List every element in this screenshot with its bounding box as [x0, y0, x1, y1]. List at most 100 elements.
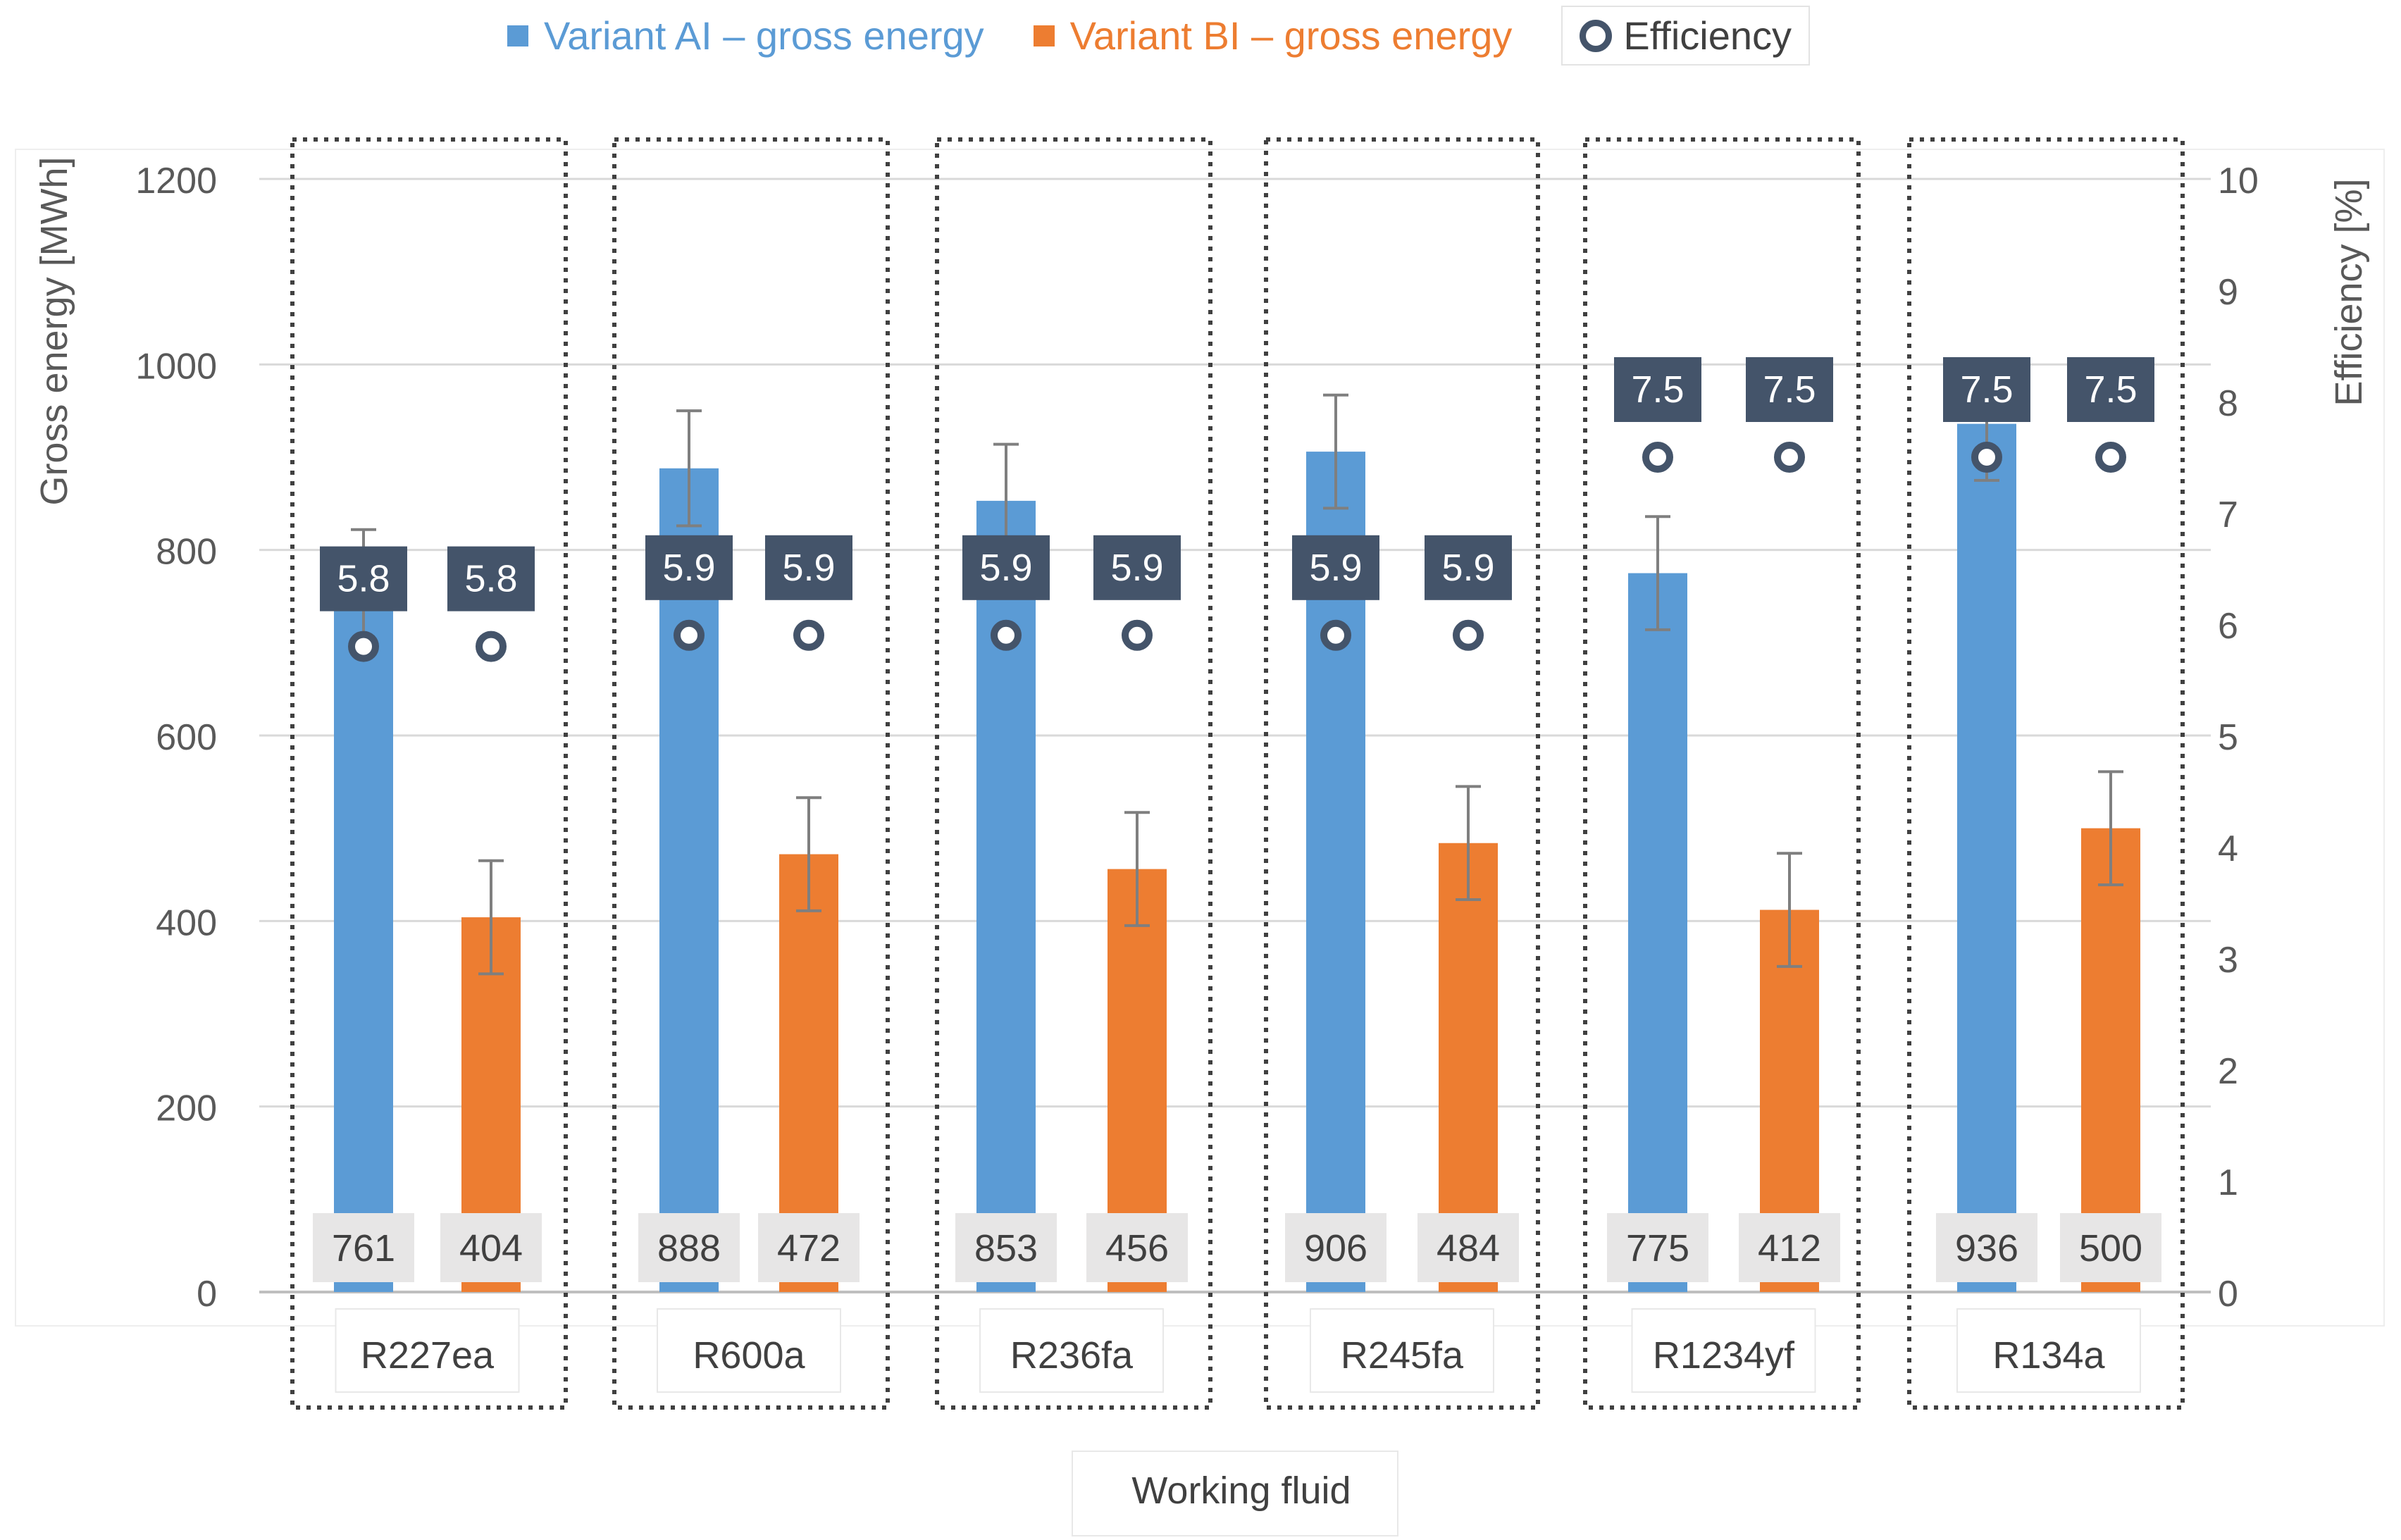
y-tick-label: 200 [156, 1088, 217, 1129]
value-label-bg-b [2060, 1213, 2161, 1282]
value-label-b: 412 [1758, 1227, 1821, 1269]
value-label-b: 500 [2079, 1227, 2142, 1269]
efficiency-marker-a [1642, 442, 1673, 473]
category-group: R134a 936 500 7.5 7.5 [1907, 137, 2185, 1410]
y2-tick-label: 10 [2218, 161, 2259, 201]
category-label-box [335, 1308, 520, 1393]
y-tick-label: 0 [197, 1274, 217, 1315]
category-group: R1234yf 775 412 7.5 7.5 [1583, 137, 1861, 1410]
efficiency-label-bg-a [1292, 535, 1379, 600]
y2-tick-label: 3 [2218, 940, 2238, 981]
efficiency-marker-b [1774, 442, 1805, 473]
legend-item-efficiency[interactable]: Efficiency [1561, 6, 1811, 66]
efficiency-marker-b [476, 631, 507, 662]
y-tick-label: 1200 [135, 161, 217, 201]
value-label-b: 456 [1105, 1227, 1169, 1269]
value-label-bg-a [1607, 1213, 1708, 1282]
category-label-box [979, 1308, 1164, 1393]
value-label-a: 936 [1955, 1227, 2018, 1269]
y-tick-label: 800 [156, 532, 217, 573]
value-label-a: 775 [1626, 1227, 1689, 1269]
y2-tick-label: 2 [2218, 1051, 2238, 1092]
y2-tick-label: 7 [2218, 495, 2238, 535]
bar-a [1628, 573, 1687, 1292]
category-label: R1234yf [1653, 1334, 1795, 1377]
efficiency-label-bg-b [1425, 535, 1512, 600]
efficiency-label-b: 5.9 [1110, 547, 1163, 589]
y-axis-title: Gross energy [MWh] [33, 156, 75, 505]
value-label-bg-b [1417, 1213, 1519, 1282]
efficiency-label-bg-b [2067, 357, 2154, 422]
efficiency-label-a: 5.9 [979, 547, 1032, 589]
x-axis-title-box [1072, 1451, 1398, 1536]
efficiency-marker-b [2095, 442, 2126, 473]
category-group: R245fa 906 484 5.9 5.9 [1264, 137, 1540, 1410]
efficiency-label-a: 7.5 [1631, 368, 1684, 411]
value-label-bg-a [955, 1213, 1057, 1282]
efficiency-marker-a [348, 631, 379, 662]
legend-item-series-b[interactable]: Variant BI – gross energy [1033, 13, 1513, 58]
efficiency-label-b: 5.9 [1441, 547, 1494, 589]
efficiency-marker-b [1453, 619, 1484, 651]
y2-tick-label: 0 [2218, 1274, 2238, 1315]
category-group: R600a 888 472 5.9 5.9 [612, 137, 890, 1410]
value-label-bg-b [1086, 1213, 1188, 1282]
y-tick-label: 600 [156, 717, 217, 758]
efficiency-label-bg-a [1614, 357, 1701, 422]
value-label-bg-b [758, 1213, 860, 1282]
efficiency-marker-b [1122, 619, 1153, 651]
category-group: R236fa 853 456 5.9 5.9 [935, 137, 1212, 1410]
efficiency-label-a: 7.5 [1960, 368, 2013, 411]
efficiency-label-b: 7.5 [1763, 368, 1816, 411]
category-label-box [1631, 1308, 1816, 1393]
legend-label-b: Variant BI – gross energy [1069, 13, 1513, 58]
value-label-a: 761 [332, 1227, 395, 1269]
y2-tick-label: 5 [2218, 717, 2238, 758]
efficiency-label-bg-b [447, 546, 535, 611]
y2-tick-label: 9 [2218, 272, 2238, 313]
category-group: R227ea 761 404 5.8 5.8 [290, 137, 568, 1410]
efficiency-marker-a [1320, 619, 1351, 651]
y-tick-label: 1000 [135, 346, 217, 387]
value-label-a: 906 [1304, 1227, 1367, 1269]
x-axis-title: Working fluid [1131, 1470, 1351, 1512]
category-label-box [1956, 1308, 2141, 1393]
efficiency-label-bg-a [320, 546, 407, 611]
legend-label-efficiency: Efficiency [1623, 13, 1792, 58]
value-label-bg-a [638, 1213, 740, 1282]
y2-tick-label: 1 [2218, 1162, 2238, 1203]
legend-label-a: Variant AI – gross energy [544, 13, 984, 58]
y2-tick-label: 4 [2218, 828, 2238, 869]
legend-item-series-a[interactable]: Variant AI – gross energy [507, 13, 984, 58]
value-label-b: 404 [459, 1227, 523, 1269]
y2-tick-label: 8 [2218, 383, 2238, 424]
value-label-bg-b [1739, 1213, 1840, 1282]
value-label-bg-a [313, 1213, 414, 1282]
category-label: R600a [693, 1334, 805, 1377]
plot-frame [15, 149, 2385, 1327]
efficiency-marker-icon [1580, 19, 1613, 52]
efficiency-label-b: 7.5 [2084, 368, 2137, 411]
value-label-b: 472 [777, 1227, 840, 1269]
efficiency-label-a: 5.8 [337, 558, 390, 600]
value-label-bg-a [1285, 1213, 1386, 1282]
category-label: R134a [1992, 1334, 2105, 1377]
efficiency-label-bg-a [645, 535, 733, 600]
category-label: R236fa [1010, 1334, 1134, 1377]
efficiency-label-bg-b [765, 535, 852, 600]
efficiency-label-a: 5.9 [662, 547, 715, 589]
efficiency-label-bg-b [1746, 357, 1833, 422]
efficiency-label-bg-a [1943, 357, 2030, 422]
bar-a [659, 468, 719, 1292]
efficiency-label-b: 5.9 [782, 547, 835, 589]
legend-swatch-a [507, 25, 528, 46]
efficiency-marker-a [1971, 442, 2002, 473]
bar-a [976, 500, 1036, 1293]
efficiency-label-bg-b [1093, 535, 1181, 600]
efficiency-marker-a [674, 619, 705, 651]
value-label-a: 888 [657, 1227, 721, 1269]
value-label-b: 484 [1437, 1227, 1500, 1269]
legend: Variant AI – gross energy Variant BI – g… [507, 6, 1811, 66]
value-label-a: 853 [974, 1227, 1038, 1269]
